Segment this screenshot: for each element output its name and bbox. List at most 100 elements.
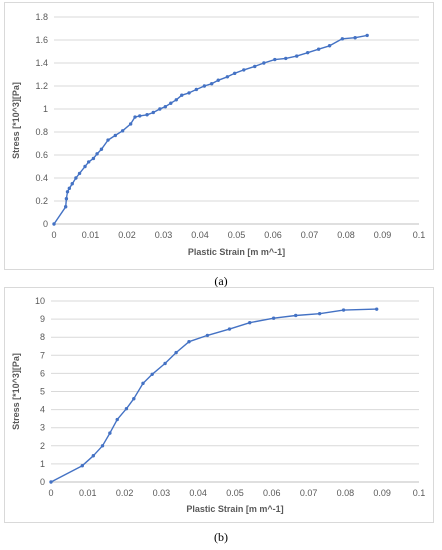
data-point: [209, 82, 214, 86]
data-point: [124, 406, 129, 411]
x-tick-label: 0.09: [373, 488, 391, 498]
data-point: [113, 133, 118, 138]
caption-b: (b): [214, 530, 228, 544]
data-point: [80, 464, 84, 468]
x-tick-label: 0: [51, 230, 56, 240]
chart-b: 0 1 2 3 4 5 6 7 8 9 10 0 0.01 0.02 0.03 0.04 0.05 0.06 0.0…: [11, 296, 426, 514]
data-point: [216, 78, 220, 82]
x-tick-label: 0.06: [264, 230, 282, 240]
y-tick-label: 4: [40, 405, 45, 415]
series-line: [50, 308, 377, 483]
x-axis-title: Plastic Strain [m m^-1]: [188, 247, 285, 257]
y-tick-label: 1: [40, 459, 45, 469]
data-point: [365, 33, 369, 38]
chart-panel-a: 0 0.2 0.4 0.6 0.8 1 1.2 1.4 1.6 1.8 0 0.01 0.02 0.03 0…: [4, 2, 434, 270]
x-tick-label: 0.07: [301, 230, 319, 240]
y-tick-label: 0: [40, 477, 45, 487]
data-point: [174, 350, 178, 355]
data-point: [353, 36, 357, 40]
data-point: [253, 64, 257, 69]
data-point: [128, 122, 133, 126]
data-point: [227, 327, 232, 331]
data-point: [187, 340, 191, 344]
data-point: [49, 480, 53, 484]
y-tick-label: 1: [43, 104, 48, 114]
y-axis-title: Stress [*10^3][Pa]: [11, 353, 21, 430]
caption-a: (a): [214, 274, 228, 288]
data-point: [187, 91, 191, 95]
chart-panel-b: 0 1 2 3 4 5 6 7 8 9 10 0 0.01 0.02 0.03 0.04 0.05 0.06 0.0…: [4, 287, 434, 523]
y-tick-label: 10: [35, 296, 45, 306]
data-point: [174, 98, 178, 102]
data-point: [65, 190, 70, 194]
data-point: [163, 361, 167, 366]
data-point: [180, 93, 184, 97]
x-tick-label: 0.08: [337, 230, 355, 240]
y-tick-label: 6: [40, 368, 45, 378]
y-axis-title: Stress [*10^3][Pa]: [11, 82, 21, 159]
data-point: [341, 308, 346, 312]
data-point: [340, 37, 345, 41]
data-point: [91, 454, 96, 458]
y-tick-label: 0.8: [35, 127, 48, 137]
chart-a: 0 0.2 0.4 0.6 0.8 1 1.2 1.4 1.6 1.8 0 0.01 0.02 0.03 0…: [11, 12, 426, 257]
data-point: [374, 307, 379, 311]
x-tick-label: 0.05: [228, 230, 246, 240]
y-tick-label: 2: [40, 441, 45, 451]
data-point: [132, 397, 136, 401]
y-tick-label: 8: [40, 332, 45, 342]
data-point: [151, 110, 155, 115]
data-point: [106, 138, 110, 142]
y-tick-label: 1.8: [35, 12, 48, 22]
y-tick-label: 1.2: [35, 81, 48, 91]
data-point: [294, 313, 298, 318]
data-point: [158, 107, 162, 111]
x-tick-label: 0.06: [263, 488, 281, 498]
y-tick-label: 5: [40, 387, 45, 397]
data-point: [202, 84, 207, 88]
data-point: [74, 176, 78, 180]
x-tick-label: 0.08: [337, 488, 355, 498]
x-tick-label: 0.1: [413, 230, 426, 240]
data-point: [271, 316, 276, 320]
data-point: [86, 160, 91, 164]
data-point: [138, 114, 142, 118]
data-point: [316, 47, 321, 51]
data-point: [67, 186, 72, 191]
data-point: [273, 57, 277, 62]
x-tick-label: 0.02: [118, 230, 136, 240]
data-point: [99, 147, 104, 151]
y-tick-label: 0.4: [35, 173, 48, 183]
data-point: [305, 50, 310, 55]
x-tick-label: 0.1: [413, 488, 426, 498]
data-point: [91, 156, 96, 161]
data-point: [295, 54, 299, 58]
x-tick-label: 0.07: [300, 488, 318, 498]
x-tick-label: 0.03: [153, 488, 171, 498]
data-point: [150, 372, 154, 377]
x-tick-label: 0.01: [82, 230, 100, 240]
y-tick-label: 1.4: [35, 58, 48, 68]
data-point: [100, 444, 105, 448]
data-point: [145, 113, 149, 117]
data-point: [232, 71, 237, 76]
data-point: [83, 164, 87, 169]
data-point: [70, 182, 74, 186]
data-point: [248, 321, 252, 325]
data-point: [108, 431, 112, 435]
y-tick-label: 7: [40, 350, 45, 360]
data-point: [133, 115, 137, 119]
data-point: [64, 197, 69, 201]
data-point: [317, 311, 322, 316]
series-line: [53, 34, 368, 225]
data-point: [262, 61, 266, 65]
data-point: [327, 44, 332, 48]
x-axis-title: Plastic Strain [m m^-1]: [186, 504, 283, 514]
data-point: [242, 68, 246, 72]
data-point: [205, 333, 210, 338]
y-tick-label: 1.6: [35, 35, 48, 45]
data-point: [115, 417, 119, 422]
data-point: [52, 222, 56, 226]
data-point: [63, 205, 68, 209]
data-point: [95, 152, 99, 156]
